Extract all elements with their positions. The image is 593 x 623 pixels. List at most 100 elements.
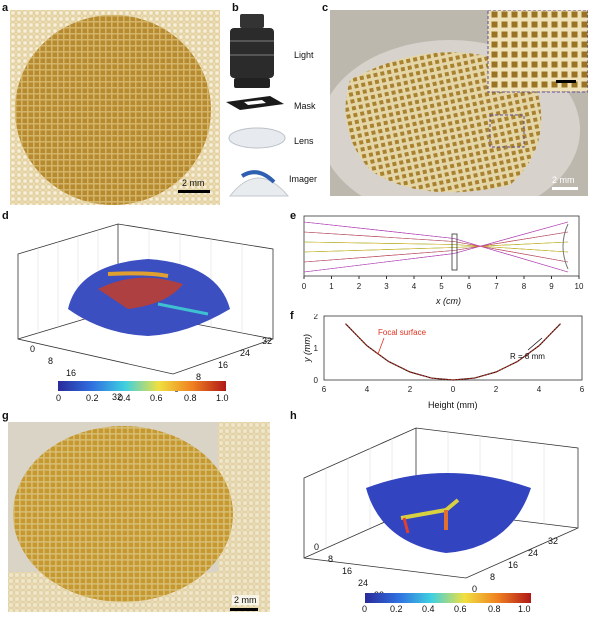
- panel-letter-h: h: [290, 410, 297, 422]
- panel-d-svg: [17, 223, 274, 375]
- h-y-tick-0: 0: [472, 584, 478, 594]
- panel-c-scale-bar: [552, 187, 578, 190]
- d-x-tick-0: 0: [30, 344, 36, 354]
- d-x-tick-2: 16: [66, 368, 77, 378]
- d-y-tick-3: 24: [240, 348, 251, 358]
- e-x-tick-label-6: 6: [467, 282, 472, 291]
- ray-mirror-0: [303, 221, 569, 273]
- h-x-tick-2: 16: [342, 566, 353, 576]
- h-y-tick-4: 32: [548, 536, 559, 546]
- h-cbar-tick-4: 0.8: [488, 604, 501, 614]
- f-y-tick-label-1: 1: [314, 344, 319, 353]
- ray-2: [303, 241, 569, 253]
- panel-d-colorbar: [58, 381, 226, 391]
- e-x-tick-label-8: 8: [522, 282, 527, 291]
- label-mask: Mask: [294, 101, 316, 111]
- panel-h-plot: 0 8 16 24 32 0 8 16 24 32: [296, 418, 588, 618]
- ray-5: [303, 221, 569, 273]
- label-lens: Lens: [294, 136, 314, 146]
- e-x-tick-label-4: 4: [412, 282, 417, 291]
- h-cbar-tick-0: 0: [362, 604, 368, 614]
- panel-letter-f: f: [290, 310, 294, 322]
- ray-0: [303, 221, 569, 273]
- h-x-tick-3: 24: [358, 578, 369, 588]
- panel-g-photo: 2 mm: [8, 422, 270, 612]
- panel-letter-g: g: [2, 410, 9, 422]
- d-y-tick-2: 16: [218, 360, 229, 370]
- panel-letter-b: b: [232, 2, 239, 14]
- e-x-tick-label-3: 3: [384, 282, 389, 291]
- d-cbar-tick-0: 0: [56, 393, 62, 403]
- panel-b-schematic: Light Mask Lens Imager: [222, 10, 318, 205]
- ray-mirror-4: [303, 231, 569, 263]
- d-y-tick-4: 32: [262, 336, 273, 346]
- panel-letter-d: d: [2, 210, 9, 222]
- e-x-tick-label-9: 9: [549, 282, 554, 291]
- h-x-tick-0: 0: [314, 542, 320, 552]
- panel-e-svg: 0 1 2 3 4 5 6 7 8 9 10: [302, 215, 584, 291]
- d-x-tick-4: 32: [112, 392, 123, 402]
- label-light: Light: [294, 50, 314, 60]
- panel-c-scale-label: 2 mm: [552, 175, 575, 185]
- panel-letter-c: c: [322, 2, 329, 14]
- ray-mirror-5: [303, 221, 569, 273]
- panel-a-photo: 2 mm: [10, 10, 220, 205]
- e-x-tick-label-7: 7: [494, 282, 499, 291]
- panel-d-plot: 0 8 16 24 32 0 8 16 24 32: [8, 214, 288, 414]
- e-x-tick-label-1: 1: [329, 282, 334, 291]
- panel-h-colorbar: [365, 593, 531, 603]
- h-y-tick-1: 8: [490, 572, 496, 582]
- d-cbar-tick-3: 0.6: [150, 393, 163, 403]
- label-imager: Imager: [289, 174, 318, 184]
- panel-a-scale-label: 2 mm: [182, 178, 205, 188]
- f-x-tick-label-6: 6: [580, 385, 585, 394]
- f-x-tick-label-5: 4: [537, 385, 542, 394]
- f-focal-annotation: Focal surface: [378, 328, 427, 337]
- f-y-tick-label-2: 2: [314, 314, 319, 321]
- f-x-tick-label-4: 2: [494, 385, 499, 394]
- d-cbar-tick-2: 0.4: [118, 393, 131, 403]
- panel-b-illustration: [226, 14, 290, 197]
- h-cbar-tick-2: 0.4: [422, 604, 435, 614]
- f-x-tick-label-1: 4: [365, 385, 370, 394]
- h-x-tick-1: 8: [328, 554, 334, 564]
- e-x-tick-label-0: 0: [302, 282, 307, 291]
- panel-h-svg: [303, 427, 579, 579]
- f-y-axis-label: y (mm): [302, 334, 312, 362]
- ray-4: [303, 231, 569, 263]
- d-cbar-tick-5: 1.0: [216, 393, 229, 403]
- f-x-axis-label: Height (mm): [428, 400, 478, 410]
- ray-mirror-3: [303, 241, 569, 253]
- f-x-tick-label-2: 2: [408, 385, 413, 394]
- f-r-annotation: R = 8 mm: [510, 352, 545, 361]
- panel-letter-a: a: [2, 2, 9, 14]
- d-y-tick-1: 8: [196, 372, 202, 382]
- h-y-tick-2: 16: [508, 560, 519, 570]
- panel-e-plot: 0 1 2 3 4 5 6 7 8 9 10 x (cm): [296, 214, 588, 310]
- panel-a-grid-image: [10, 10, 220, 205]
- panel-c-photo: 2 mm: [330, 10, 588, 196]
- h-cbar-tick-5: 1.0: [518, 604, 531, 614]
- h-y-tick-3: 24: [528, 548, 539, 558]
- ray-3: [303, 241, 569, 253]
- d-cbar-tick-4: 0.8: [184, 393, 197, 403]
- e-x-tick-label-5: 5: [439, 282, 444, 291]
- h-cbar-tick-3: 0.6: [454, 604, 467, 614]
- d-x-tick-1: 8: [48, 356, 54, 366]
- f-y-tick-label-0: 0: [314, 376, 319, 385]
- panel-g-image: [8, 422, 270, 612]
- e-x-tick-label-10: 10: [575, 282, 584, 291]
- d-cbar-tick-1: 0.2: [86, 393, 99, 403]
- f-x-tick-label-3: 0: [451, 385, 456, 394]
- panel-c-image: [330, 10, 588, 196]
- panel-g-scale-label: 2 mm: [232, 595, 259, 605]
- f-x-tick-label-0: 6: [322, 385, 327, 394]
- panel-a-scale-bar: [178, 190, 210, 193]
- panel-letter-e: e: [290, 210, 297, 222]
- e-x-axis-label: x (cm): [436, 296, 461, 306]
- e-x-tick-label-2: 2: [357, 282, 362, 291]
- h-cbar-tick-1: 0.2: [390, 604, 403, 614]
- ray-mirror-2: [303, 241, 569, 253]
